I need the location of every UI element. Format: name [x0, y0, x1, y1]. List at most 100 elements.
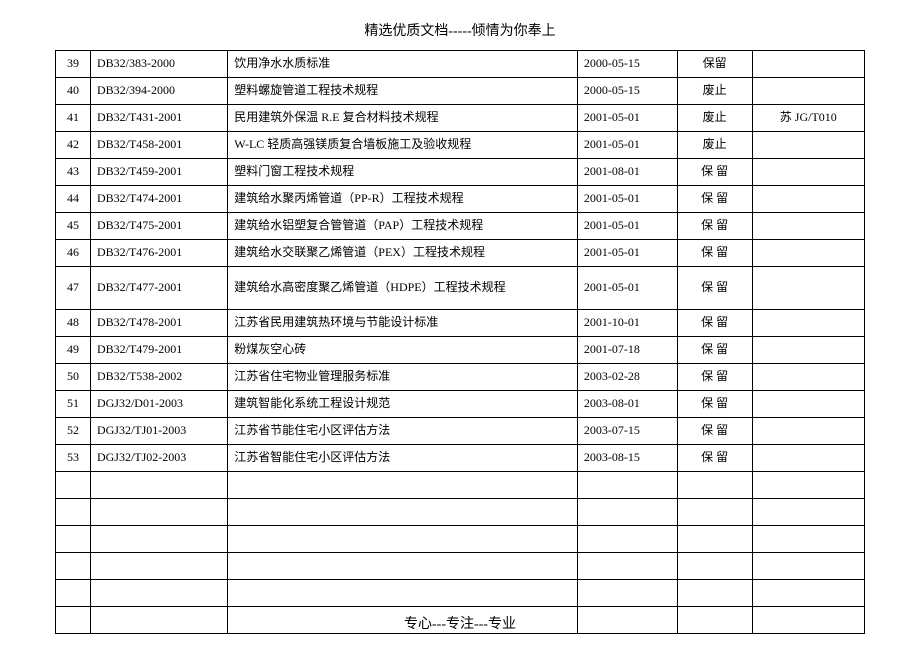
cell-status: 保 留 — [677, 159, 752, 186]
cell-idx: 49 — [56, 337, 91, 364]
table-row-empty — [56, 526, 865, 553]
table-row: 45DB32/T475-2001建筑给水铝塑复合管管道（PAP）工程技术规程20… — [56, 213, 865, 240]
cell-idx: 43 — [56, 159, 91, 186]
cell-empty — [752, 580, 864, 607]
cell-date: 2001-05-01 — [577, 240, 677, 267]
cell-date: 2001-08-01 — [577, 159, 677, 186]
cell-empty — [677, 580, 752, 607]
table-row-empty — [56, 472, 865, 499]
cell-date: 2000-05-15 — [577, 78, 677, 105]
cell-date: 2003-08-01 — [577, 391, 677, 418]
cell-name: 建筑智能化系统工程设计规范 — [228, 391, 578, 418]
cell-date: 2001-05-01 — [577, 213, 677, 240]
table-row-empty — [56, 499, 865, 526]
cell-code: DB32/383-2000 — [90, 51, 227, 78]
cell-note — [752, 445, 864, 472]
standards-table: 39DB32/383-2000饮用净水水质标准2000-05-15保留40DB3… — [55, 50, 865, 634]
cell-empty — [577, 580, 677, 607]
cell-note — [752, 267, 864, 310]
cell-empty — [228, 553, 578, 580]
cell-note — [752, 391, 864, 418]
cell-status: 废止 — [677, 132, 752, 159]
cell-empty — [90, 472, 227, 499]
cell-code: DB32/T431-2001 — [90, 105, 227, 132]
cell-date: 2001-07-18 — [577, 337, 677, 364]
cell-code: DGJ32/TJ02-2003 — [90, 445, 227, 472]
cell-date: 2003-08-15 — [577, 445, 677, 472]
cell-idx: 39 — [56, 51, 91, 78]
cell-date: 2001-05-01 — [577, 186, 677, 213]
cell-empty — [90, 553, 227, 580]
cell-idx: 48 — [56, 310, 91, 337]
cell-name: 建筑给水交联聚乙烯管道（PEX）工程技术规程 — [228, 240, 578, 267]
cell-name: 民用建筑外保温 R.E 复合材料技术规程 — [228, 105, 578, 132]
cell-status: 废止 — [677, 78, 752, 105]
cell-code: DB32/T459-2001 — [90, 159, 227, 186]
cell-date: 2001-10-01 — [577, 310, 677, 337]
cell-name: 粉煤灰空心砖 — [228, 337, 578, 364]
cell-empty — [228, 526, 578, 553]
cell-note — [752, 418, 864, 445]
table-row: 39DB32/383-2000饮用净水水质标准2000-05-15保留 — [56, 51, 865, 78]
table-row: 44DB32/T474-2001建筑给水聚丙烯管道（PP-R）工程技术规程200… — [56, 186, 865, 213]
table-row: 49DB32/T479-2001粉煤灰空心砖2001-07-18保 留 — [56, 337, 865, 364]
cell-status: 废止 — [677, 105, 752, 132]
cell-empty — [752, 472, 864, 499]
cell-name: 塑料门窗工程技术规程 — [228, 159, 578, 186]
cell-code: DGJ32/D01-2003 — [90, 391, 227, 418]
cell-status: 保 留 — [677, 267, 752, 310]
cell-status: 保留 — [677, 51, 752, 78]
cell-date: 2001-05-01 — [577, 132, 677, 159]
cell-empty — [90, 526, 227, 553]
table-row: 40DB32/394-2000塑料螺旋管道工程技术规程2000-05-15废止 — [56, 78, 865, 105]
cell-empty — [577, 553, 677, 580]
cell-idx: 51 — [56, 391, 91, 418]
cell-date: 2001-05-01 — [577, 267, 677, 310]
cell-note — [752, 364, 864, 391]
table-row: 48DB32/T478-2001江苏省民用建筑热环境与节能设计标准2001-10… — [56, 310, 865, 337]
table-row-empty — [56, 580, 865, 607]
cell-name: 江苏省节能住宅小区评估方法 — [228, 418, 578, 445]
cell-code: DB32/T538-2002 — [90, 364, 227, 391]
cell-idx: 47 — [56, 267, 91, 310]
cell-empty — [752, 499, 864, 526]
cell-empty — [752, 553, 864, 580]
cell-idx: 50 — [56, 364, 91, 391]
cell-idx: 44 — [56, 186, 91, 213]
cell-note — [752, 240, 864, 267]
cell-status: 保 留 — [677, 337, 752, 364]
cell-empty — [56, 472, 91, 499]
cell-code: DB32/394-2000 — [90, 78, 227, 105]
page-footer: 专心---专注---专业 — [0, 613, 920, 633]
table-row: 53DGJ32/TJ02-2003江苏省智能住宅小区评估方法2003-08-15… — [56, 445, 865, 472]
cell-note — [752, 51, 864, 78]
cell-idx: 46 — [56, 240, 91, 267]
cell-empty — [228, 499, 578, 526]
cell-status: 保 留 — [677, 445, 752, 472]
table-row: 43DB32/T459-2001塑料门窗工程技术规程2001-08-01保 留 — [56, 159, 865, 186]
table-row: 52DGJ32/TJ01-2003江苏省节能住宅小区评估方法2003-07-15… — [56, 418, 865, 445]
table-row: 41DB32/T431-2001民用建筑外保温 R.E 复合材料技术规程2001… — [56, 105, 865, 132]
cell-empty — [577, 526, 677, 553]
cell-status: 保 留 — [677, 364, 752, 391]
page-header: 精选优质文档-----倾情为你奉上 — [0, 0, 920, 50]
cell-note — [752, 132, 864, 159]
cell-note — [752, 213, 864, 240]
cell-idx: 42 — [56, 132, 91, 159]
table-row: 51DGJ32/D01-2003建筑智能化系统工程设计规范2003-08-01保… — [56, 391, 865, 418]
cell-note — [752, 78, 864, 105]
table-row: 42DB32/T458-2001W-LC 轻质高强镁质复合墙板施工及验收规程20… — [56, 132, 865, 159]
cell-empty — [56, 580, 91, 607]
cell-name: 江苏省民用建筑热环境与节能设计标准 — [228, 310, 578, 337]
table-row-empty — [56, 553, 865, 580]
cell-code: DB32/T475-2001 — [90, 213, 227, 240]
cell-date: 2003-02-28 — [577, 364, 677, 391]
cell-name: 江苏省住宅物业管理服务标准 — [228, 364, 578, 391]
cell-note: 苏 JG/T010 — [752, 105, 864, 132]
cell-status: 保 留 — [677, 186, 752, 213]
cell-note — [752, 186, 864, 213]
cell-status: 保 留 — [677, 213, 752, 240]
cell-status: 保 留 — [677, 310, 752, 337]
cell-empty — [228, 472, 578, 499]
cell-empty — [677, 553, 752, 580]
